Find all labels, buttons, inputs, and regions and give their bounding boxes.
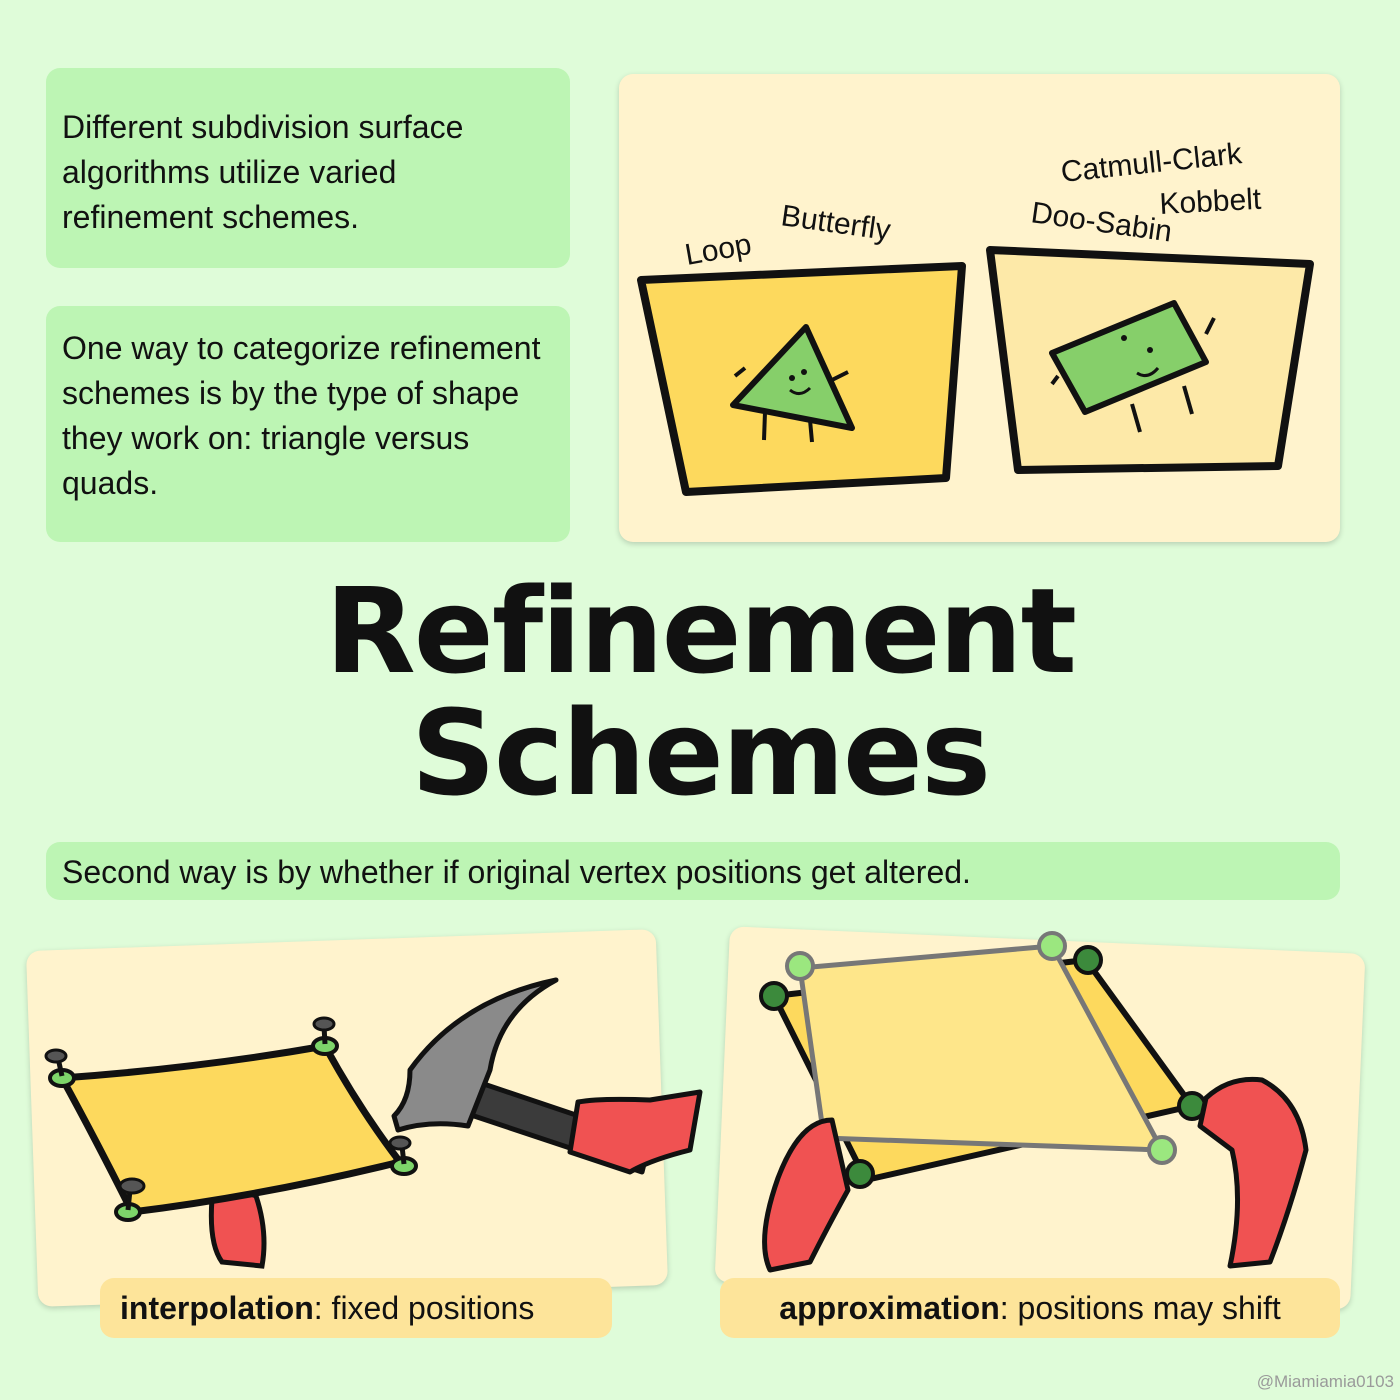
intro-note: Different subdivision surface algorithms… (46, 68, 570, 268)
quad-character-icon (1049, 300, 1216, 433)
interpolation-desc: : fixed positions (313, 1290, 535, 1326)
pin-icon (44, 1016, 418, 1222)
interpolation-caption: interpolation: fixed positions (100, 1278, 612, 1338)
credit: @Miamiamia0103 (1256, 1372, 1394, 1391)
approximation-illustration (759, 931, 1309, 1273)
vertex-note-text: Second way is by whether if original ver… (62, 854, 971, 890)
pinned-sheet (58, 1042, 404, 1216)
right-hand-icon (1197, 1076, 1309, 1269)
vertex-note: Second way is by whether if original ver… (46, 842, 1340, 900)
approximation-desc: : positions may shift (999, 1290, 1281, 1326)
shape-category-note: One way to categorize refinement schemes… (46, 306, 570, 542)
intro-text: Different subdivision surface algorithms… (62, 109, 464, 235)
title-line-2: Schemes (410, 684, 991, 822)
kobbelt-label: Kobbelt (1159, 183, 1263, 221)
page-title: Refinement Schemes (0, 572, 1400, 816)
interpolation-term: interpolation (120, 1290, 314, 1326)
approximation-term: approximation (779, 1290, 1000, 1326)
interpolation-illustration (44, 977, 703, 1269)
bucket-illustration: Loop Butterfly Catmull-Clark Kobbelt Doo… (637, 137, 1314, 496)
left-hand-icon (762, 1117, 851, 1273)
approximation-caption: approximation: positions may shift (720, 1278, 1340, 1338)
shifted-sheet (797, 943, 1165, 1153)
title-line-1: Refinement (324, 562, 1077, 700)
vertex-marker-icon (759, 931, 1207, 1189)
shape-category-text: One way to categorize refinement schemes… (62, 330, 541, 501)
triangle-character-icon (730, 324, 855, 443)
hand-holding-hammer-icon (567, 1089, 703, 1175)
